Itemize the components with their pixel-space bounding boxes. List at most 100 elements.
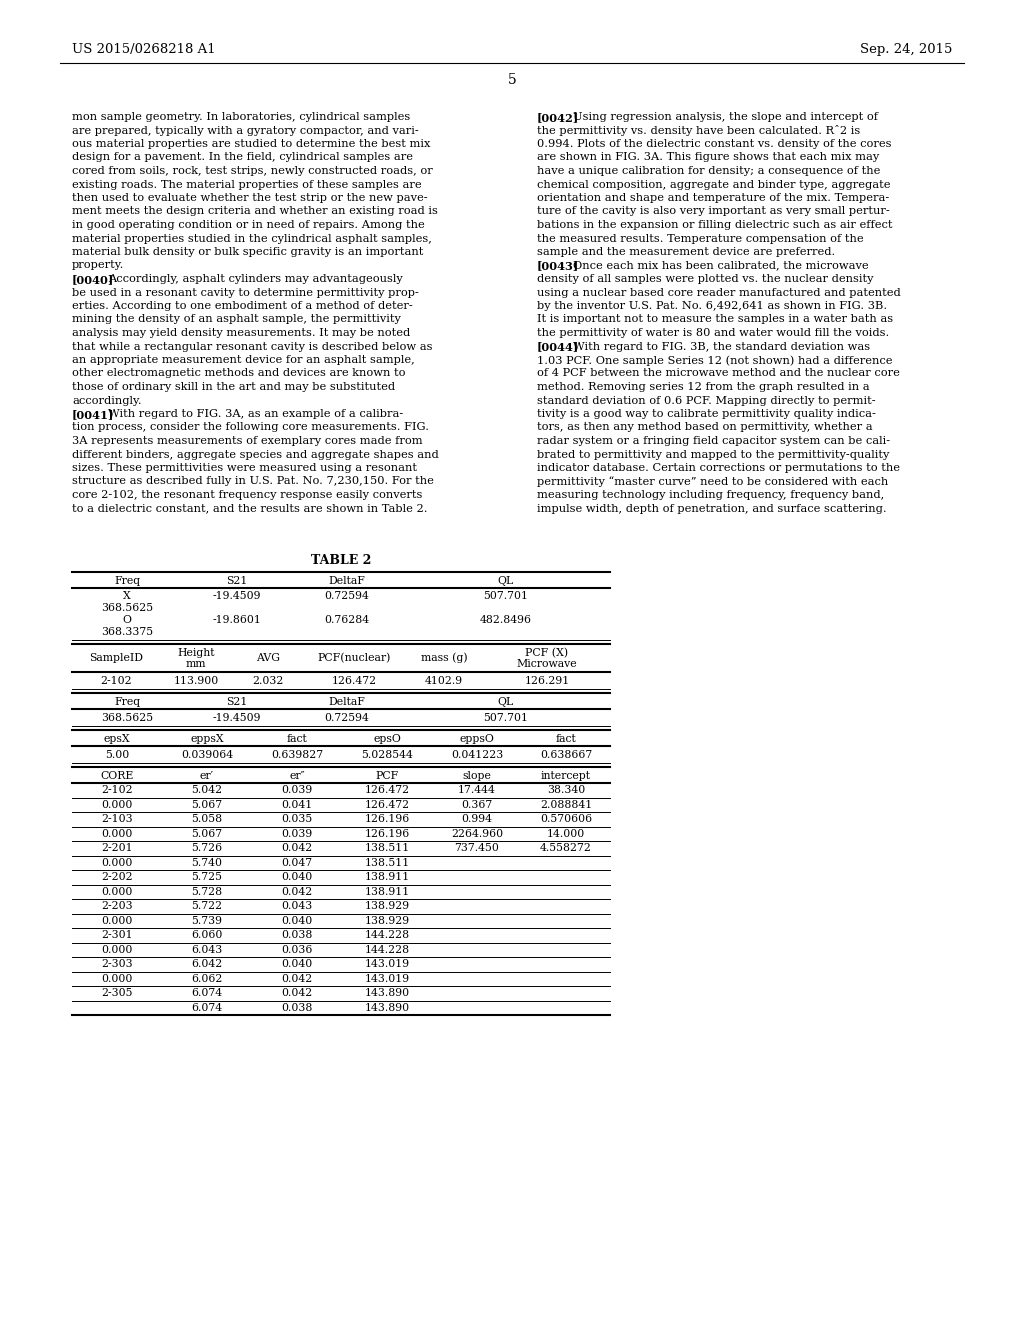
Text: O: O — [123, 615, 131, 624]
Text: material properties studied in the cylindrical asphalt samples,: material properties studied in the cylin… — [72, 234, 432, 243]
Text: 5.740: 5.740 — [191, 858, 222, 867]
Text: 0.72594: 0.72594 — [325, 591, 370, 601]
Text: sizes. These permittivities were measured using a resonant: sizes. These permittivities were measure… — [72, 463, 417, 473]
Text: mm: mm — [185, 659, 206, 669]
Text: those of ordinary skill in the art and may be substituted: those of ordinary skill in the art and m… — [72, 381, 395, 392]
Text: 0.042: 0.042 — [282, 974, 312, 983]
Text: 5.722: 5.722 — [191, 902, 222, 911]
Text: by the inventor U.S. Pat. No. 6,492,641 as shown in FIG. 3B.: by the inventor U.S. Pat. No. 6,492,641 … — [537, 301, 887, 312]
Text: 5.067: 5.067 — [191, 829, 222, 838]
Text: With regard to FIG. 3B, the standard deviation was: With regard to FIG. 3B, the standard dev… — [573, 342, 870, 351]
Text: 0.367: 0.367 — [462, 800, 493, 809]
Text: PCF(nuclear): PCF(nuclear) — [317, 653, 391, 663]
Text: er″: er″ — [289, 771, 305, 781]
Text: Accordingly, asphalt cylinders may advantageously: Accordingly, asphalt cylinders may advan… — [108, 275, 402, 284]
Text: 138.929: 138.929 — [365, 916, 410, 925]
Text: material bulk density or bulk specific gravity is an important: material bulk density or bulk specific g… — [72, 247, 423, 257]
Text: 0.000: 0.000 — [101, 887, 133, 896]
Text: existing roads. The material properties of these samples are: existing roads. The material properties … — [72, 180, 422, 190]
Text: 5.028544: 5.028544 — [361, 750, 413, 760]
Text: er′: er′ — [200, 771, 214, 781]
Text: 0.638667: 0.638667 — [540, 750, 592, 760]
Text: permittivity “master curve” need to be considered with each: permittivity “master curve” need to be c… — [537, 477, 888, 487]
Text: 0.042: 0.042 — [282, 843, 312, 853]
Text: 0.042: 0.042 — [282, 887, 312, 896]
Text: 2.088841: 2.088841 — [540, 800, 592, 809]
Text: core 2-102, the resonant frequency response easily converts: core 2-102, the resonant frequency respo… — [72, 490, 422, 500]
Text: density of all samples were plotted vs. the nuclear density: density of all samples were plotted vs. … — [537, 275, 873, 284]
Text: 0.994: 0.994 — [462, 814, 493, 824]
Text: [0043]: [0043] — [537, 260, 580, 272]
Text: 0.042: 0.042 — [282, 989, 312, 998]
Text: 2-201: 2-201 — [101, 843, 133, 853]
Text: 0.570606: 0.570606 — [540, 814, 592, 824]
Text: analysis may yield density measurements. It may be noted: analysis may yield density measurements.… — [72, 327, 411, 338]
Text: epsO: epsO — [373, 734, 401, 744]
Text: 5: 5 — [508, 73, 516, 87]
Text: other electromagnetic methods and devices are known to: other electromagnetic methods and device… — [72, 368, 406, 379]
Text: S21: S21 — [226, 697, 248, 708]
Text: 0.039: 0.039 — [282, 829, 312, 838]
Text: 6.074: 6.074 — [191, 989, 222, 998]
Text: 2-203: 2-203 — [101, 902, 133, 911]
Text: 507.701: 507.701 — [483, 713, 528, 723]
Text: 0.038: 0.038 — [282, 1003, 312, 1012]
Text: 5.725: 5.725 — [191, 873, 222, 882]
Text: eppsO: eppsO — [460, 734, 495, 744]
Text: erties. According to one embodiment of a method of deter-: erties. According to one embodiment of a… — [72, 301, 413, 312]
Text: Freq: Freq — [114, 576, 140, 586]
Text: [0042]: [0042] — [537, 112, 580, 123]
Text: 126.196: 126.196 — [365, 814, 410, 824]
Text: 126.472: 126.472 — [332, 676, 377, 686]
Text: that while a rectangular resonant cavity is described below as: that while a rectangular resonant cavity… — [72, 342, 432, 351]
Text: 0.039064: 0.039064 — [181, 750, 233, 760]
Text: to a dielectric constant, and the results are shown in Table 2.: to a dielectric constant, and the result… — [72, 503, 427, 513]
Text: 2-303: 2-303 — [101, 960, 133, 969]
Text: 6.043: 6.043 — [191, 945, 222, 954]
Text: 2264.960: 2264.960 — [451, 829, 503, 838]
Text: mon sample geometry. In laboratories, cylindrical samples: mon sample geometry. In laboratories, cy… — [72, 112, 411, 121]
Text: 6.042: 6.042 — [191, 960, 222, 969]
Text: 0.000: 0.000 — [101, 829, 133, 838]
Text: CORE: CORE — [100, 771, 134, 781]
Text: 368.5625: 368.5625 — [101, 603, 153, 612]
Text: mass (g): mass (g) — [421, 652, 467, 663]
Text: 5.042: 5.042 — [191, 785, 222, 795]
Text: 482.8496: 482.8496 — [480, 615, 532, 624]
Text: of 4 PCF between the microwave method and the nuclear core: of 4 PCF between the microwave method an… — [537, 368, 900, 379]
Text: 2-102: 2-102 — [100, 676, 132, 686]
Text: the permittivity of water is 80 and water would fill the voids.: the permittivity of water is 80 and wate… — [537, 327, 889, 338]
Text: 0.041223: 0.041223 — [451, 750, 503, 760]
Text: 2-103: 2-103 — [101, 814, 133, 824]
Text: 5.739: 5.739 — [191, 916, 222, 925]
Text: 0.040: 0.040 — [282, 916, 312, 925]
Text: 0.041: 0.041 — [282, 800, 312, 809]
Text: It is important not to measure the samples in a water bath as: It is important not to measure the sampl… — [537, 314, 893, 325]
Text: 0.000: 0.000 — [101, 974, 133, 983]
Text: structure as described fully in U.S. Pat. No. 7,230,150. For the: structure as described fully in U.S. Pat… — [72, 477, 434, 487]
Text: brated to permittivity and mapped to the permittivity-quality: brated to permittivity and mapped to the… — [537, 450, 890, 459]
Text: 4102.9: 4102.9 — [425, 676, 463, 686]
Text: tivity is a good way to calibrate permittivity quality indica-: tivity is a good way to calibrate permit… — [537, 409, 876, 418]
Text: an appropriate measurement device for an asphalt sample,: an appropriate measurement device for an… — [72, 355, 415, 366]
Text: measuring technology including frequency, frequency band,: measuring technology including frequency… — [537, 490, 885, 500]
Text: PCF (X): PCF (X) — [525, 648, 568, 659]
Text: are shown in FIG. 3A. This figure shows that each mix may: are shown in FIG. 3A. This figure shows … — [537, 153, 880, 162]
Text: tion process, consider the following core measurements. FIG.: tion process, consider the following cor… — [72, 422, 429, 433]
Text: 2.032: 2.032 — [252, 676, 284, 686]
Text: 368.3375: 368.3375 — [101, 627, 153, 638]
Text: have a unique calibration for density; a consequence of the: have a unique calibration for density; a… — [537, 166, 881, 176]
Text: 138.929: 138.929 — [365, 902, 410, 911]
Text: TABLE 2: TABLE 2 — [311, 553, 371, 566]
Text: 126.472: 126.472 — [365, 785, 410, 795]
Text: DeltaF: DeltaF — [329, 697, 366, 708]
Text: slope: slope — [463, 771, 492, 781]
Text: 6.074: 6.074 — [191, 1003, 222, 1012]
Text: 1.03 PCF. One sample Series 12 (not shown) had a difference: 1.03 PCF. One sample Series 12 (not show… — [537, 355, 893, 366]
Text: 0.043: 0.043 — [282, 902, 312, 911]
Text: -19.8601: -19.8601 — [213, 615, 261, 624]
Text: S21: S21 — [226, 576, 248, 586]
Text: are prepared, typically with a gyratory compactor, and vari-: are prepared, typically with a gyratory … — [72, 125, 419, 136]
Text: US 2015/0268218 A1: US 2015/0268218 A1 — [72, 44, 216, 57]
Text: be used in a resonant cavity to determine permittivity prop-: be used in a resonant cavity to determin… — [72, 288, 419, 297]
